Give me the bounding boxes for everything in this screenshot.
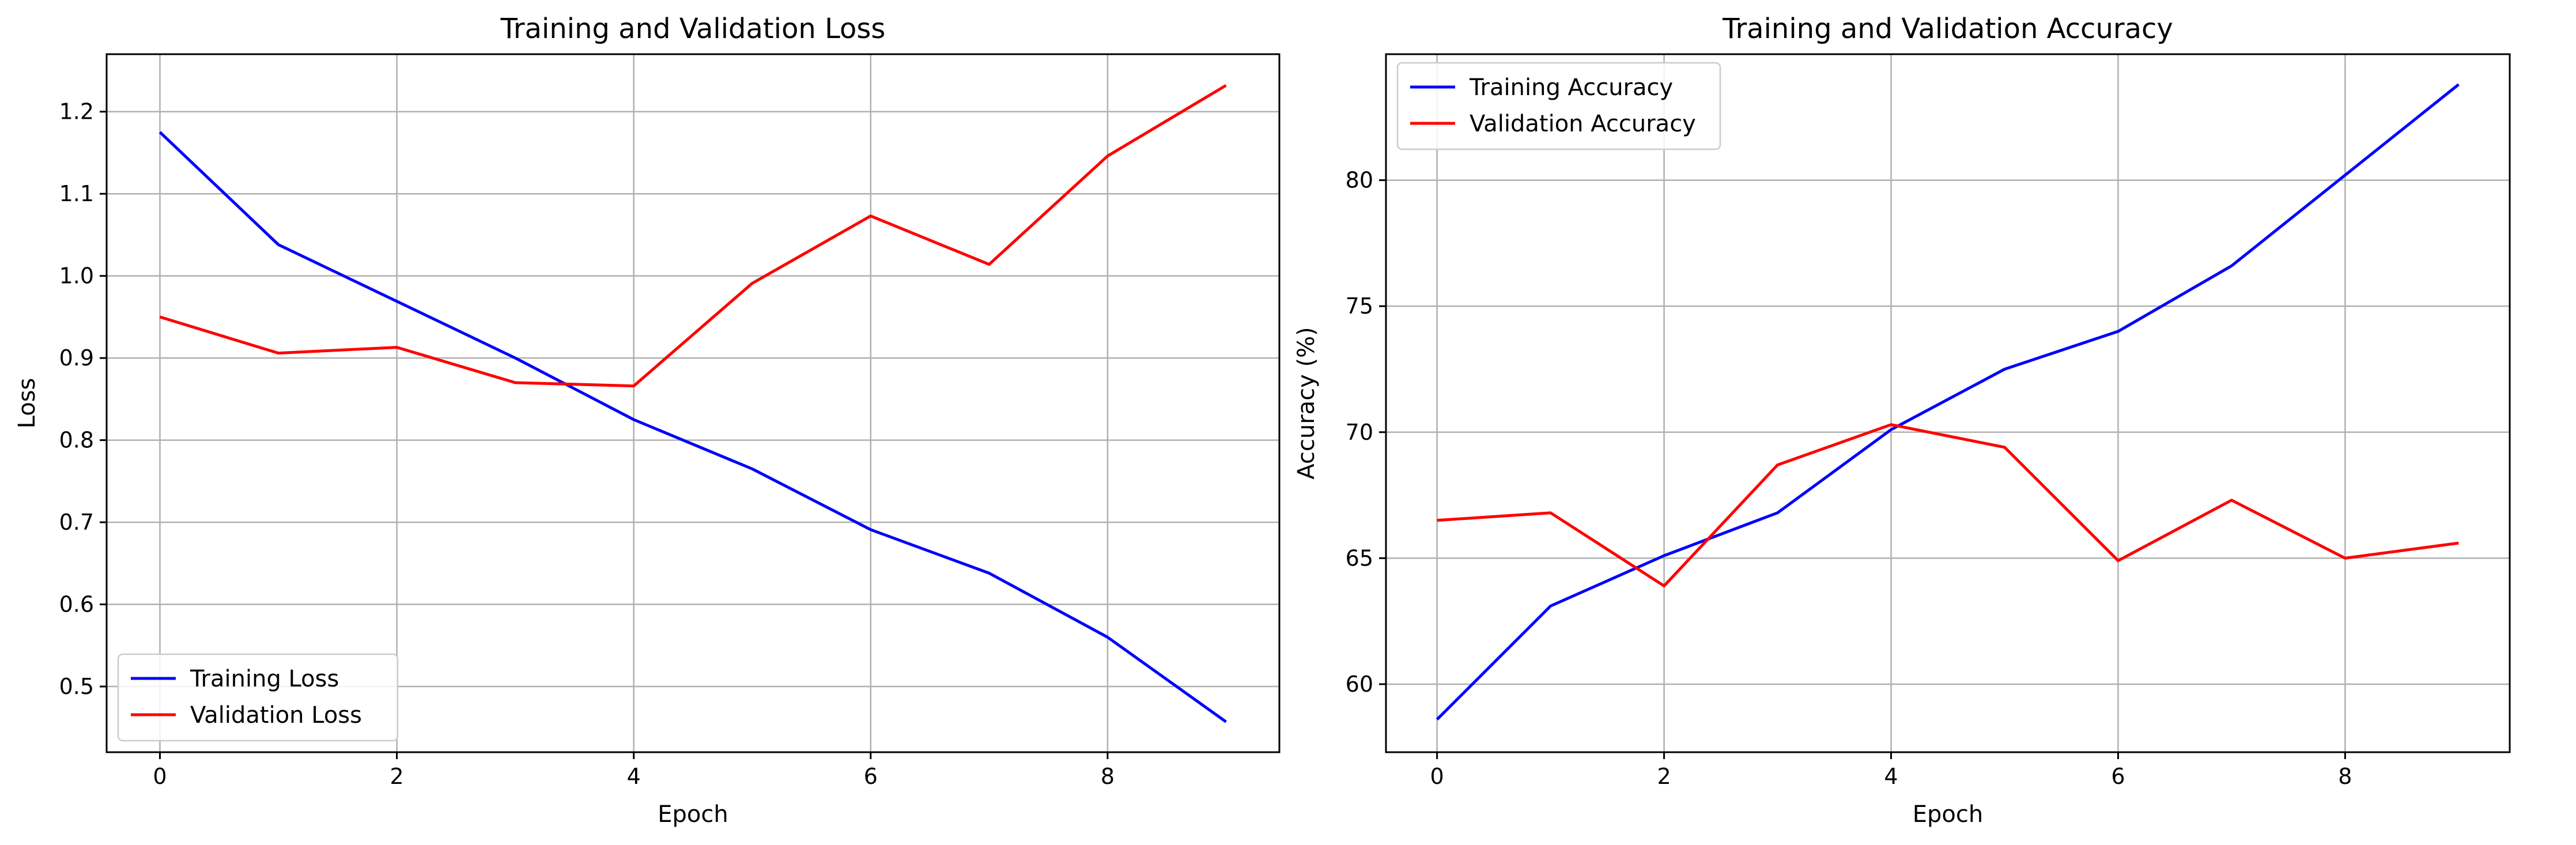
y-axis-label: Accuracy (%) xyxy=(1293,327,1320,480)
y-tick-label: 1.1 xyxy=(59,181,94,206)
y-tick-label: 0.7 xyxy=(59,510,94,535)
y-tick-label: 60 xyxy=(1346,672,1373,697)
y-tick-label: 75 xyxy=(1346,293,1373,319)
legend: Training Loss Validation Loss xyxy=(117,653,399,742)
x-tick-label: 8 xyxy=(1101,764,1115,789)
legend-box xyxy=(117,653,399,742)
y-tick-label: 65 xyxy=(1346,545,1373,571)
x-tick-label: 6 xyxy=(864,764,878,789)
legend-label: Training Accuracy xyxy=(1469,74,1673,101)
x-tick-label: 4 xyxy=(1884,764,1898,789)
y-tick-label: 0.5 xyxy=(59,674,94,699)
y-tick-label: 0.9 xyxy=(59,345,94,371)
series-line-training-accuracy xyxy=(1436,83,2460,720)
x-tick-label: 4 xyxy=(627,764,641,789)
series-line-validation-accuracy xyxy=(1437,423,2459,587)
legend-label: Validation Accuracy xyxy=(1470,111,1696,137)
y-tick-label: 0.6 xyxy=(59,592,94,617)
y-tick-label: 70 xyxy=(1346,420,1373,445)
x-tick-label: 2 xyxy=(1657,764,1671,789)
chart-title: Training and Validation Loss xyxy=(500,13,886,45)
accuracy-chart: 0 2 4 6 8 60 65 70 75 80 Training and Validation A… xyxy=(1293,13,2511,828)
loss-chart: 0 2 4 6 8 0.5 0.6 0.7 0.8 0.9 1.0 1.1 1.2 Training an… xyxy=(14,13,1281,828)
series-line-training-loss xyxy=(158,131,1227,723)
y-tick-label: 1.0 xyxy=(59,263,94,289)
x-tick-label: 6 xyxy=(2111,764,2125,789)
x-tick-label: 8 xyxy=(2338,764,2352,789)
x-tick-label: 0 xyxy=(153,764,167,789)
legend: Training Accuracy Validation Accuracy xyxy=(1396,62,1721,150)
axes-frame xyxy=(1385,53,2511,753)
y-axis-label: Loss xyxy=(14,378,40,429)
y-tick-label: 1.2 xyxy=(59,99,94,125)
chart-title: Training and Validation Accuracy xyxy=(1722,13,2173,45)
series-line-validation-loss xyxy=(159,84,1227,388)
y-tick-label: 80 xyxy=(1346,168,1373,193)
legend-label: Training Loss xyxy=(190,666,339,692)
legend-box xyxy=(1396,62,1721,150)
x-tick-label: 0 xyxy=(1430,764,1444,789)
x-axis-label: Epoch xyxy=(1913,801,1983,828)
y-tick-label: 0.8 xyxy=(59,428,94,453)
x-axis-label: Epoch xyxy=(658,801,728,828)
x-tick-label: 2 xyxy=(390,764,404,789)
axes-frame xyxy=(105,53,1281,753)
legend-label: Validation Loss xyxy=(190,702,362,729)
